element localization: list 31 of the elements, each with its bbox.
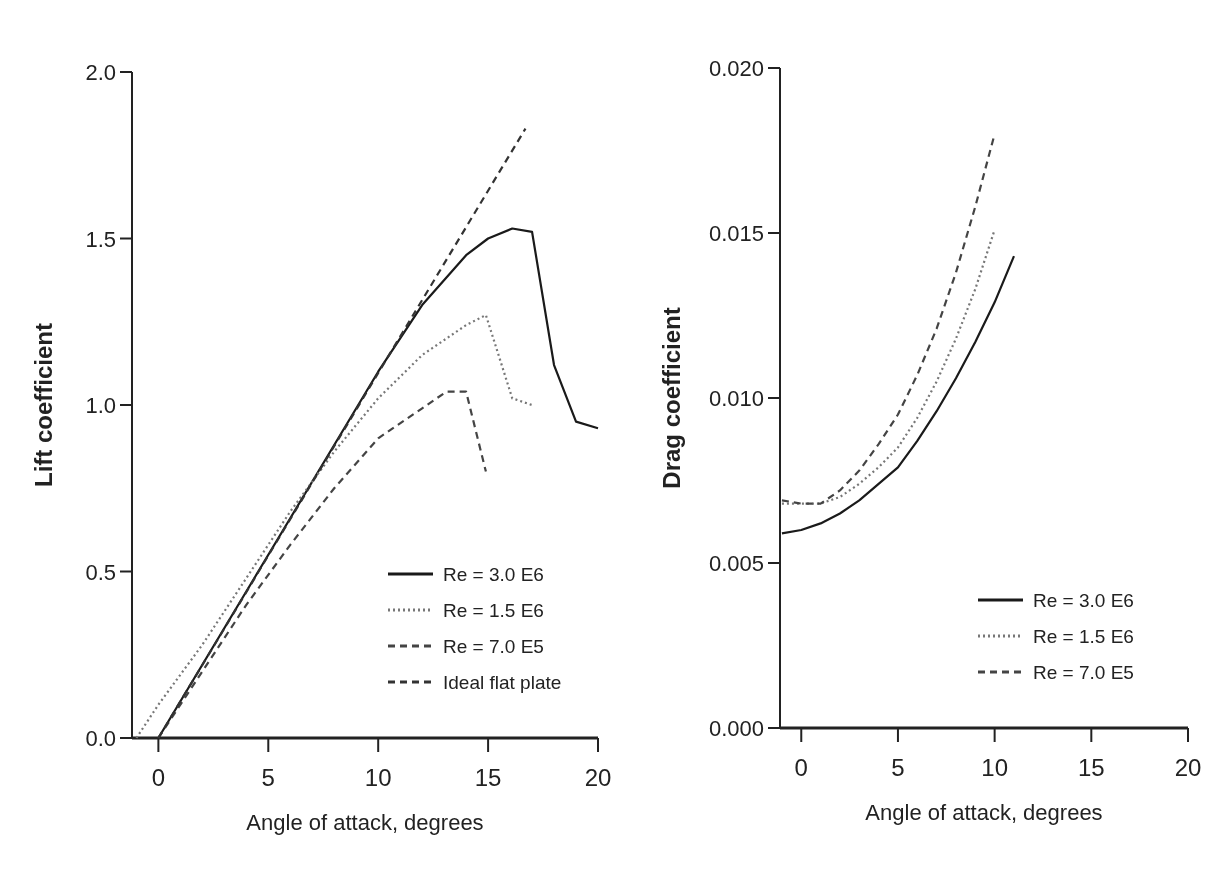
y-tick-label: 0.5: [85, 559, 116, 585]
legend-label: Re = 7.0 E5: [443, 636, 544, 657]
x-tick-label: 20: [584, 764, 612, 791]
legend-label: Re = 7.0 E5: [1033, 662, 1134, 683]
y-tick-label: 0.005: [708, 551, 764, 576]
y-axis-title: Drag coefficient: [658, 307, 685, 489]
x-tick-label: 15: [474, 764, 502, 791]
legend-label: Re = 3.0 E6: [443, 564, 544, 585]
y-tick-label: 0.015: [708, 221, 764, 246]
x-tick-label: 5: [891, 754, 905, 781]
x-tick-label: 10: [981, 754, 1008, 781]
x-tick-label: 15: [1077, 754, 1105, 781]
x-tick-label: 20: [1174, 754, 1202, 781]
legend-label: Ideal flat plate: [443, 672, 562, 693]
legend-label: Re = 1.5 E6: [443, 600, 544, 621]
legend-label: Re = 3.0 E6: [1033, 590, 1134, 611]
x-axis-title: Angle of attack, degrees: [246, 810, 484, 835]
x-axis-title: Angle of attack, degrees: [865, 800, 1103, 825]
x-tick-label: 10: [364, 764, 392, 791]
y-tick-label: 0.010: [708, 386, 764, 411]
y-tick-label: 1.5: [85, 226, 116, 252]
legend-label: Re = 1.5 E6: [1033, 626, 1134, 647]
x-tick-label: 0: [794, 754, 808, 781]
y-tick-label: 0.0: [85, 726, 116, 751]
y-tick-label: 2.0: [85, 60, 116, 85]
y-tick-label: 1.0: [85, 393, 116, 418]
y-tick-label: 0.020: [708, 56, 764, 81]
y-axis-title: Lift coefficient: [30, 322, 57, 488]
x-tick-label: 0: [151, 764, 166, 791]
y-tick-label: 0.000: [708, 716, 764, 741]
x-tick-label: 5: [261, 764, 275, 791]
